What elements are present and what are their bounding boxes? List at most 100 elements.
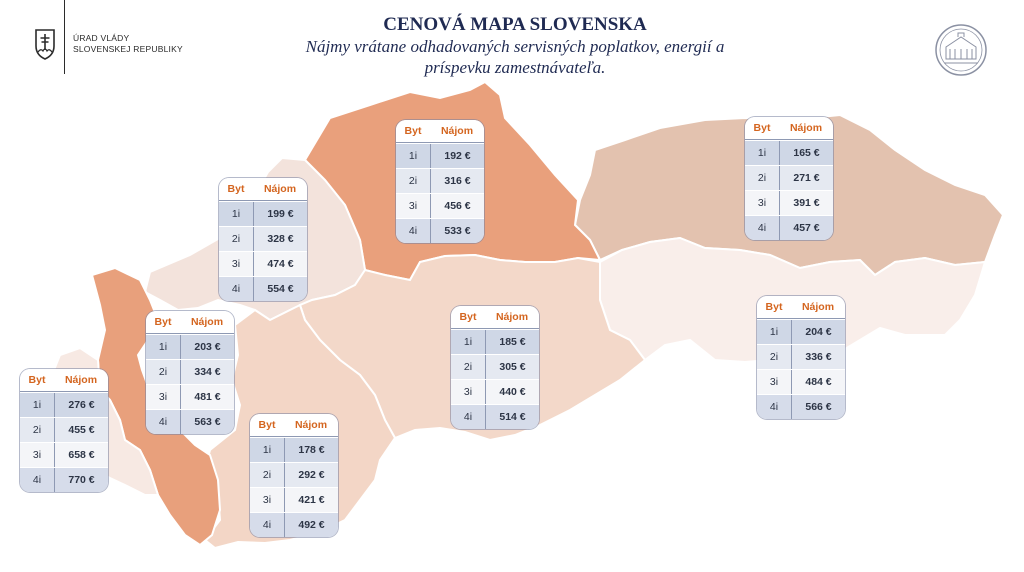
column-header-apartment: Byt — [227, 183, 245, 195]
apartment-type-cell: 1i — [20, 393, 55, 417]
apartment-type-cell: 4i — [219, 277, 254, 301]
table-row: 3i 440 € — [451, 379, 539, 404]
slovak-coat-of-arms-icon — [35, 29, 55, 60]
rent-value-cell: 658 € — [68, 449, 95, 461]
apartment-type-cell: 4i — [20, 468, 55, 492]
rent-value-cell: 421 € — [298, 494, 325, 506]
rent-value-cell: 334 € — [194, 366, 221, 378]
rent-value-cell: 457 € — [793, 222, 820, 234]
rent-value-cell: 455 € — [68, 424, 95, 436]
apartment-type-cell: 4i — [396, 219, 431, 243]
apartment-type-cell: 2i — [757, 345, 792, 369]
table-row: 1i 204 € — [757, 319, 845, 344]
table-row: 4i 566 € — [757, 394, 845, 419]
column-header-rent: Nájom — [263, 183, 297, 195]
table-row: 1i 276 € — [20, 392, 108, 417]
table-row: 2i 316 € — [396, 168, 484, 193]
rent-value-cell: 484 € — [805, 376, 832, 388]
column-header-apartment: Byt — [258, 419, 276, 431]
apartment-type-cell: 4i — [451, 405, 486, 429]
column-header-apartment: Byt — [154, 316, 172, 328]
table-row: 2i 271 € — [745, 165, 833, 190]
rent-value-cell: 276 € — [68, 399, 95, 411]
rent-value-cell: 566 € — [805, 401, 832, 413]
column-header-rent: Nájom — [190, 316, 224, 328]
apartment-type-cell: 3i — [757, 370, 792, 394]
rent-table-header: Byt Nájom — [757, 296, 845, 319]
table-row: 1i 165 € — [745, 140, 833, 165]
table-row: 2i 455 € — [20, 417, 108, 442]
table-row: 4i 770 € — [20, 467, 108, 492]
column-header-rent: Nájom — [440, 125, 474, 137]
table-row: 3i 481 € — [146, 384, 234, 409]
rent-value-cell: 474 € — [267, 258, 294, 270]
apartment-type-cell: 4i — [757, 395, 792, 419]
rent-value-cell: 328 € — [267, 233, 294, 245]
apartment-type-cell: 4i — [745, 216, 780, 240]
rent-value-cell: 305 € — [499, 361, 526, 373]
table-row: 1i 199 € — [219, 201, 307, 226]
apartment-type-cell: 3i — [219, 252, 254, 276]
rent-table-header: Byt Nájom — [250, 414, 338, 437]
apartment-type-cell: 1i — [219, 202, 254, 226]
table-row: 3i 474 € — [219, 251, 307, 276]
table-row: 4i 533 € — [396, 218, 484, 243]
rent-value-cell: 204 € — [805, 326, 832, 338]
apartment-type-cell: 1i — [757, 320, 792, 344]
government-logo — [34, 28, 56, 60]
column-header-apartment: Byt — [753, 122, 771, 134]
apartment-type-cell: 3i — [451, 380, 486, 404]
table-row: 3i 391 € — [745, 190, 833, 215]
rent-value-cell: 456 € — [444, 200, 471, 212]
column-header-apartment: Byt — [28, 374, 46, 386]
table-row: 1i 192 € — [396, 143, 484, 168]
table-row: 2i 305 € — [451, 354, 539, 379]
table-row: 2i 328 € — [219, 226, 307, 251]
rent-value-cell: 336 € — [805, 351, 832, 363]
rent-value-cell: 185 € — [499, 336, 526, 348]
rent-table-header: Byt Nájom — [451, 306, 539, 329]
column-header-apartment: Byt — [404, 125, 422, 137]
apartment-type-cell: 2i — [20, 418, 55, 442]
table-row: 2i 334 € — [146, 359, 234, 384]
apartment-type-cell: 3i — [745, 191, 780, 215]
column-header-apartment: Byt — [459, 311, 477, 323]
rent-value-cell: 165 € — [793, 147, 820, 159]
table-row: 3i 421 € — [250, 487, 338, 512]
apartment-type-cell: 1i — [250, 438, 285, 462]
table-row: 2i 292 € — [250, 462, 338, 487]
rent-table-presov: Byt Nájom 1i 165 € 2i 271 € 3i 391 € 4i 457 € — [745, 117, 833, 240]
apartment-type-cell: 3i — [146, 385, 181, 409]
apartment-type-cell: 4i — [250, 513, 285, 537]
rent-value-cell: 533 € — [444, 225, 471, 237]
organization-name-line2: SLOVENSKEJ REPUBLIKY — [73, 44, 183, 54]
rent-value-cell: 391 € — [793, 197, 820, 209]
apartment-type-cell: 2i — [219, 227, 254, 251]
government-building-seal-icon — [935, 24, 987, 76]
apartment-type-cell: 2i — [250, 463, 285, 487]
rent-table-trnava: Byt Nájom 1i 203 € 2i 334 € 3i 481 € 4i 563 € — [146, 311, 234, 434]
rent-value-cell: 178 € — [298, 444, 325, 456]
rent-value-cell: 563 € — [194, 416, 221, 428]
rent-value-cell: 770 € — [68, 474, 95, 486]
apartment-type-cell: 2i — [451, 355, 486, 379]
table-row: 3i 658 € — [20, 442, 108, 467]
column-header-apartment: Byt — [765, 301, 783, 313]
table-row: 4i 514 € — [451, 404, 539, 429]
column-header-rent: Nájom — [294, 419, 328, 431]
apartment-type-cell: 1i — [745, 141, 780, 165]
table-row: 4i 492 € — [250, 512, 338, 537]
rent-value-cell: 492 € — [298, 519, 325, 531]
rent-value-cell: 192 € — [444, 150, 471, 162]
rent-table-nitra: Byt Nájom 1i 178 € 2i 292 € 3i 421 € 4i 492 € — [250, 414, 338, 537]
table-row: 1i 185 € — [451, 329, 539, 354]
rent-value-cell: 203 € — [194, 341, 221, 353]
rent-value-cell: 514 € — [499, 411, 526, 423]
title-block: CENOVÁ MAPA SLOVENSKA Nájmy vrátane odha… — [200, 14, 830, 78]
header-divider — [64, 0, 65, 74]
rent-table-zilina: Byt Nájom 1i 192 € 2i 316 € 3i 456 € 4i 533 € — [396, 120, 484, 243]
rent-table-header: Byt Nájom — [745, 117, 833, 140]
apartment-type-cell: 4i — [146, 410, 181, 434]
rent-value-cell: 199 € — [267, 208, 294, 220]
